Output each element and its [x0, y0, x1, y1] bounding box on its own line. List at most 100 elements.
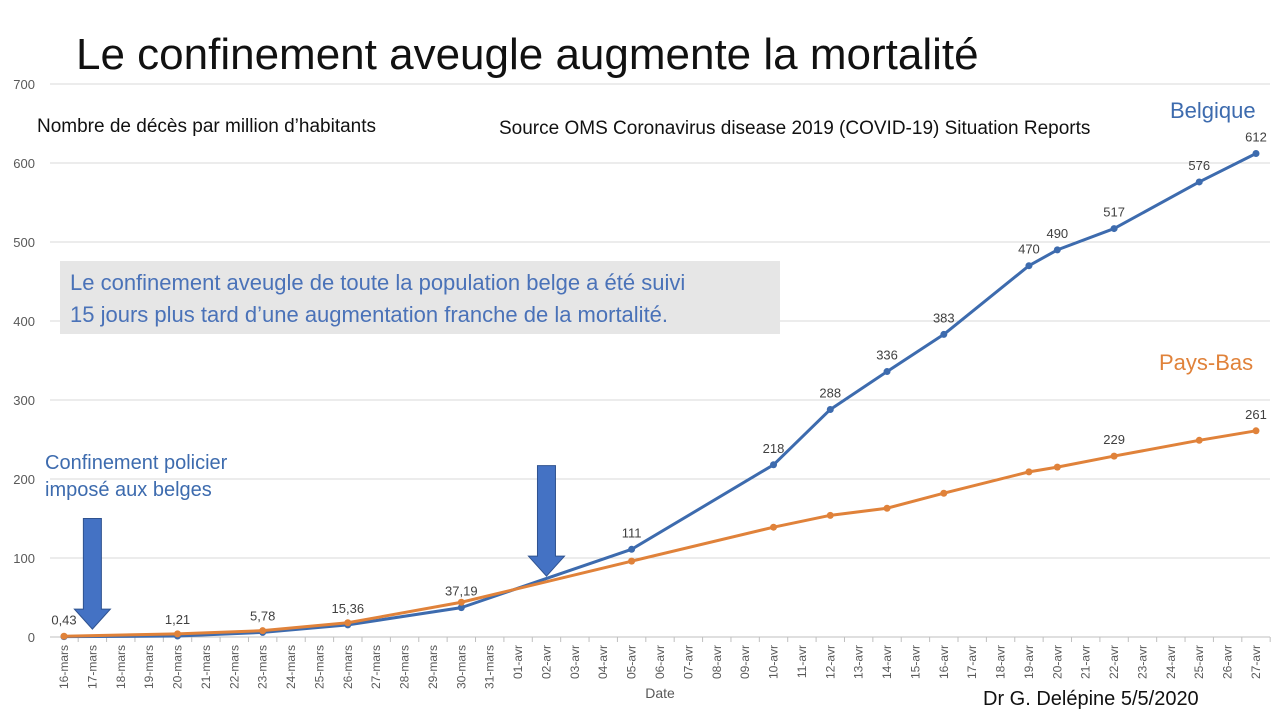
y-tick-label: 300 — [13, 393, 35, 408]
data-point-pays-bas — [344, 619, 352, 627]
data-point-belgique — [1110, 225, 1118, 233]
data-point-belgique — [628, 545, 636, 553]
x-tick-label: 16-mars — [57, 645, 71, 689]
data-point-pays-bas — [940, 489, 948, 497]
x-tick-label: 19-mars — [142, 645, 156, 689]
data-point-belgique — [883, 368, 891, 376]
data-point-belgique — [1025, 262, 1033, 270]
x-tick-label: 16-avr — [937, 645, 951, 679]
x-tick-label: 20-avr — [1050, 645, 1064, 679]
x-tick-label: 23-mars — [256, 645, 270, 689]
x-axis-title: Date — [645, 685, 675, 701]
x-tick-label: 24-mars — [284, 645, 298, 689]
x-tick-label: 26-mars — [341, 645, 355, 689]
data-label-belgique: 383 — [933, 310, 955, 325]
x-tick-label: 12-avr — [823, 645, 837, 679]
x-tick-label: 22-mars — [227, 645, 241, 689]
data-label-belgique: 15,36 — [332, 601, 365, 616]
data-label-pays-bas: 261 — [1245, 407, 1267, 422]
chart-subtitle: Nombre de décès par million d’habitants — [37, 116, 377, 137]
data-label-belgique: 0,43 — [51, 613, 76, 628]
data-label-belgique: 5,78 — [250, 608, 275, 623]
x-tick-label: 15-avr — [908, 645, 922, 679]
data-point-pays-bas — [883, 504, 891, 512]
page-title: Le confinement aveugle augmente la morta… — [76, 30, 979, 79]
data-point-pays-bas — [259, 627, 267, 635]
callout-line-2: 15 jours plus tard d’une augmentation fr… — [70, 302, 669, 327]
x-tick-label: 28-mars — [398, 645, 412, 689]
lockdown-annotation-line-1: Confinement policier — [45, 452, 228, 474]
x-tick-label: 03-avr — [568, 645, 582, 679]
x-tick-label: 30-mars — [454, 645, 468, 689]
y-tick-label: 200 — [13, 472, 35, 487]
x-tick-label: 14-avr — [880, 645, 894, 679]
y-tick-label: 500 — [13, 235, 35, 250]
x-tick-label: 13-avr — [852, 645, 866, 679]
data-point-pays-bas — [628, 557, 636, 565]
down-arrow-icon — [527, 465, 566, 577]
x-tick-label: 27-avr — [1249, 645, 1263, 679]
y-axis: 0 100 200 300 400 500 600 700 — [13, 77, 35, 645]
data-label-belgique: 288 — [819, 385, 841, 400]
data-labels: 0,43 1,21 5,78 15,36 37,19 111 218 288 336 383 470… — [51, 130, 1267, 628]
lockdown-annotation: Confinement policier imposé aux belges — [45, 450, 227, 504]
data-point-pays-bas — [457, 598, 465, 606]
data-point-pays-bas — [174, 630, 182, 638]
x-tick-label: 25-avr — [1192, 645, 1206, 679]
data-label-belgique: 336 — [876, 348, 898, 363]
data-label-belgique: 111 — [622, 525, 642, 540]
x-tick-label: 22-avr — [1107, 645, 1121, 679]
data-point-belgique — [1195, 178, 1203, 186]
data-point-pays-bas — [1110, 452, 1118, 460]
x-tick-label: 07-avr — [681, 645, 695, 679]
down-arrow-icon — [73, 518, 112, 630]
y-tick-label: 700 — [13, 77, 35, 92]
annotation-arrows — [73, 465, 566, 630]
x-tick-label: 17-avr — [965, 645, 979, 679]
series-label-pays-bas: Pays-Bas — [1159, 350, 1254, 375]
x-tick-label: 08-avr — [710, 645, 724, 679]
x-tick-label: 09-avr — [738, 645, 752, 679]
data-point-belgique — [1252, 150, 1260, 158]
y-tick-label: 600 — [13, 156, 35, 171]
data-point-belgique — [940, 330, 948, 338]
x-tick-label: 21-avr — [1079, 645, 1093, 679]
x-tick-label: 31-mars — [483, 645, 497, 689]
series-layer — [60, 150, 1260, 641]
x-tick-label: 20-mars — [171, 645, 185, 689]
data-point-pays-bas — [1053, 463, 1061, 471]
data-label-belgique: 1,21 — [165, 612, 190, 627]
x-tick-label: 21-mars — [199, 645, 213, 689]
x-tick-label: 02-avr — [539, 645, 553, 679]
x-tick-label: 17-mars — [85, 645, 99, 689]
author-credit: Dr G. Delépine 5/5/2020 — [983, 688, 1199, 710]
callout-box: Le confinement aveugle de toute la popul… — [60, 261, 780, 334]
x-tick-label: 24-avr — [1164, 645, 1178, 679]
data-point-pays-bas — [770, 523, 778, 531]
data-point-belgique — [826, 405, 834, 413]
data-point-belgique — [457, 604, 465, 612]
series-line-belgique — [63, 152, 1257, 639]
x-tick-label: 18-mars — [114, 645, 128, 689]
x-axis: 16-mars 17-mars 18-mars 19-mars 20-mars 21-ma… — [50, 636, 1271, 689]
data-point-belgique — [770, 461, 778, 469]
y-tick-label: 400 — [13, 314, 35, 329]
data-point-pays-bas — [1252, 427, 1260, 435]
lockdown-annotation-line-2: imposé aux belges — [45, 479, 212, 501]
data-label-belgique: 218 — [763, 441, 785, 456]
x-tick-label: 04-avr — [596, 645, 610, 679]
x-tick-label: 10-avr — [767, 645, 781, 679]
data-point-pays-bas — [1195, 436, 1203, 444]
data-point-pays-bas — [826, 511, 834, 519]
data-label-belgique: 517 — [1103, 205, 1125, 220]
x-tick-label: 18-avr — [994, 645, 1008, 679]
series-label-belgique: Belgique — [1170, 98, 1256, 123]
data-label-belgique: 470 — [1018, 242, 1040, 257]
x-tick-label: 26-avr — [1221, 645, 1235, 679]
y-tick-label: 0 — [28, 630, 35, 645]
x-tick-label: 19-avr — [1022, 645, 1036, 679]
data-point-pays-bas — [1025, 468, 1033, 476]
x-tick-label: 11-avr — [795, 645, 809, 678]
x-tick-label: 01-avr — [511, 645, 525, 679]
